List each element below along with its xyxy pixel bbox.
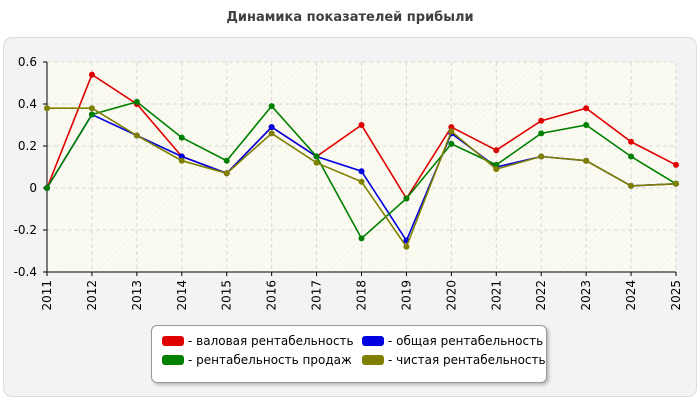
data-point <box>44 105 50 112</box>
data-point <box>583 105 590 112</box>
data-point <box>88 71 95 78</box>
legend-label: - чистая рентабельность <box>388 353 546 367</box>
data-point <box>133 132 140 139</box>
legend-label: - общая рентабельность <box>388 334 544 348</box>
data-point <box>493 161 500 168</box>
x-tick-label: 2024 <box>624 280 638 311</box>
y-tick-label: 0.2 <box>18 139 37 153</box>
data-point <box>88 111 95 118</box>
data-point <box>628 153 635 160</box>
data-point <box>538 117 545 124</box>
data-point <box>178 153 185 160</box>
data-point <box>223 157 230 164</box>
data-point <box>538 153 545 160</box>
x-tick-label: 2018 <box>355 280 369 311</box>
x-tick-label: 2015 <box>220 280 234 311</box>
data-point <box>628 182 635 189</box>
legend-item-gross: - валовая рентабельность <box>162 334 354 348</box>
data-point <box>178 157 185 164</box>
data-point <box>313 159 320 166</box>
x-tick-label: 2020 <box>444 280 458 311</box>
legend-item-net: - чистая рентабельность <box>362 353 546 367</box>
data-point <box>673 180 679 187</box>
legend-swatch-green <box>162 355 184 365</box>
legend-swatch-blue <box>362 336 384 346</box>
legend-label: - рентабельность продаж <box>188 353 352 367</box>
x-tick-label: 2014 <box>175 280 189 311</box>
data-point <box>358 122 365 128</box>
y-tick-label: 0 <box>29 181 37 195</box>
legend-label: - валовая рентабельность <box>188 334 354 348</box>
chart-legend: - валовая рентабельность - общая рентабе… <box>151 325 547 383</box>
y-tick-label: 0.4 <box>18 97 37 111</box>
x-tick-label: 2013 <box>130 280 144 311</box>
data-point <box>448 128 455 135</box>
data-point <box>133 98 140 105</box>
data-point <box>268 124 275 131</box>
x-tick-label: 2021 <box>489 280 503 311</box>
data-point <box>493 147 500 154</box>
data-point <box>448 124 455 131</box>
data-point <box>493 166 500 173</box>
x-tick-label: 2022 <box>534 280 548 311</box>
legend-swatch-olive <box>362 355 384 365</box>
x-tick-label: 2023 <box>579 280 593 311</box>
x-tick-label: 2011 <box>40 280 54 311</box>
data-point <box>44 185 50 191</box>
x-tick-label: 2025 <box>669 280 683 311</box>
data-point <box>223 170 230 177</box>
x-tick-label: 2019 <box>399 280 413 311</box>
data-point <box>358 235 365 242</box>
legend-swatch-red <box>162 336 184 346</box>
data-point <box>583 157 590 164</box>
data-point <box>358 178 365 185</box>
legend-item-sales: - рентабельность продаж <box>162 353 352 367</box>
data-point <box>673 161 679 168</box>
y-tick-label: -0.4 <box>14 265 37 279</box>
y-tick-label: 0.6 <box>18 55 37 69</box>
data-point <box>628 138 635 145</box>
data-point <box>403 195 410 202</box>
y-tick-label: -0.2 <box>14 223 37 237</box>
data-point <box>583 122 590 128</box>
x-tick-label: 2017 <box>310 280 324 311</box>
data-point <box>178 134 185 141</box>
legend-item-total: - общая рентабельность <box>362 334 543 348</box>
x-tick-label: 2016 <box>265 280 279 311</box>
data-point <box>448 140 455 147</box>
data-point <box>403 243 410 250</box>
data-point <box>268 130 275 137</box>
x-tick-label: 2012 <box>85 280 99 311</box>
data-point <box>268 103 275 110</box>
data-point <box>358 168 365 175</box>
data-point <box>538 130 545 137</box>
chart-title: Динамика показателей прибыли <box>226 10 474 25</box>
data-point <box>88 105 95 112</box>
data-point <box>313 153 320 160</box>
